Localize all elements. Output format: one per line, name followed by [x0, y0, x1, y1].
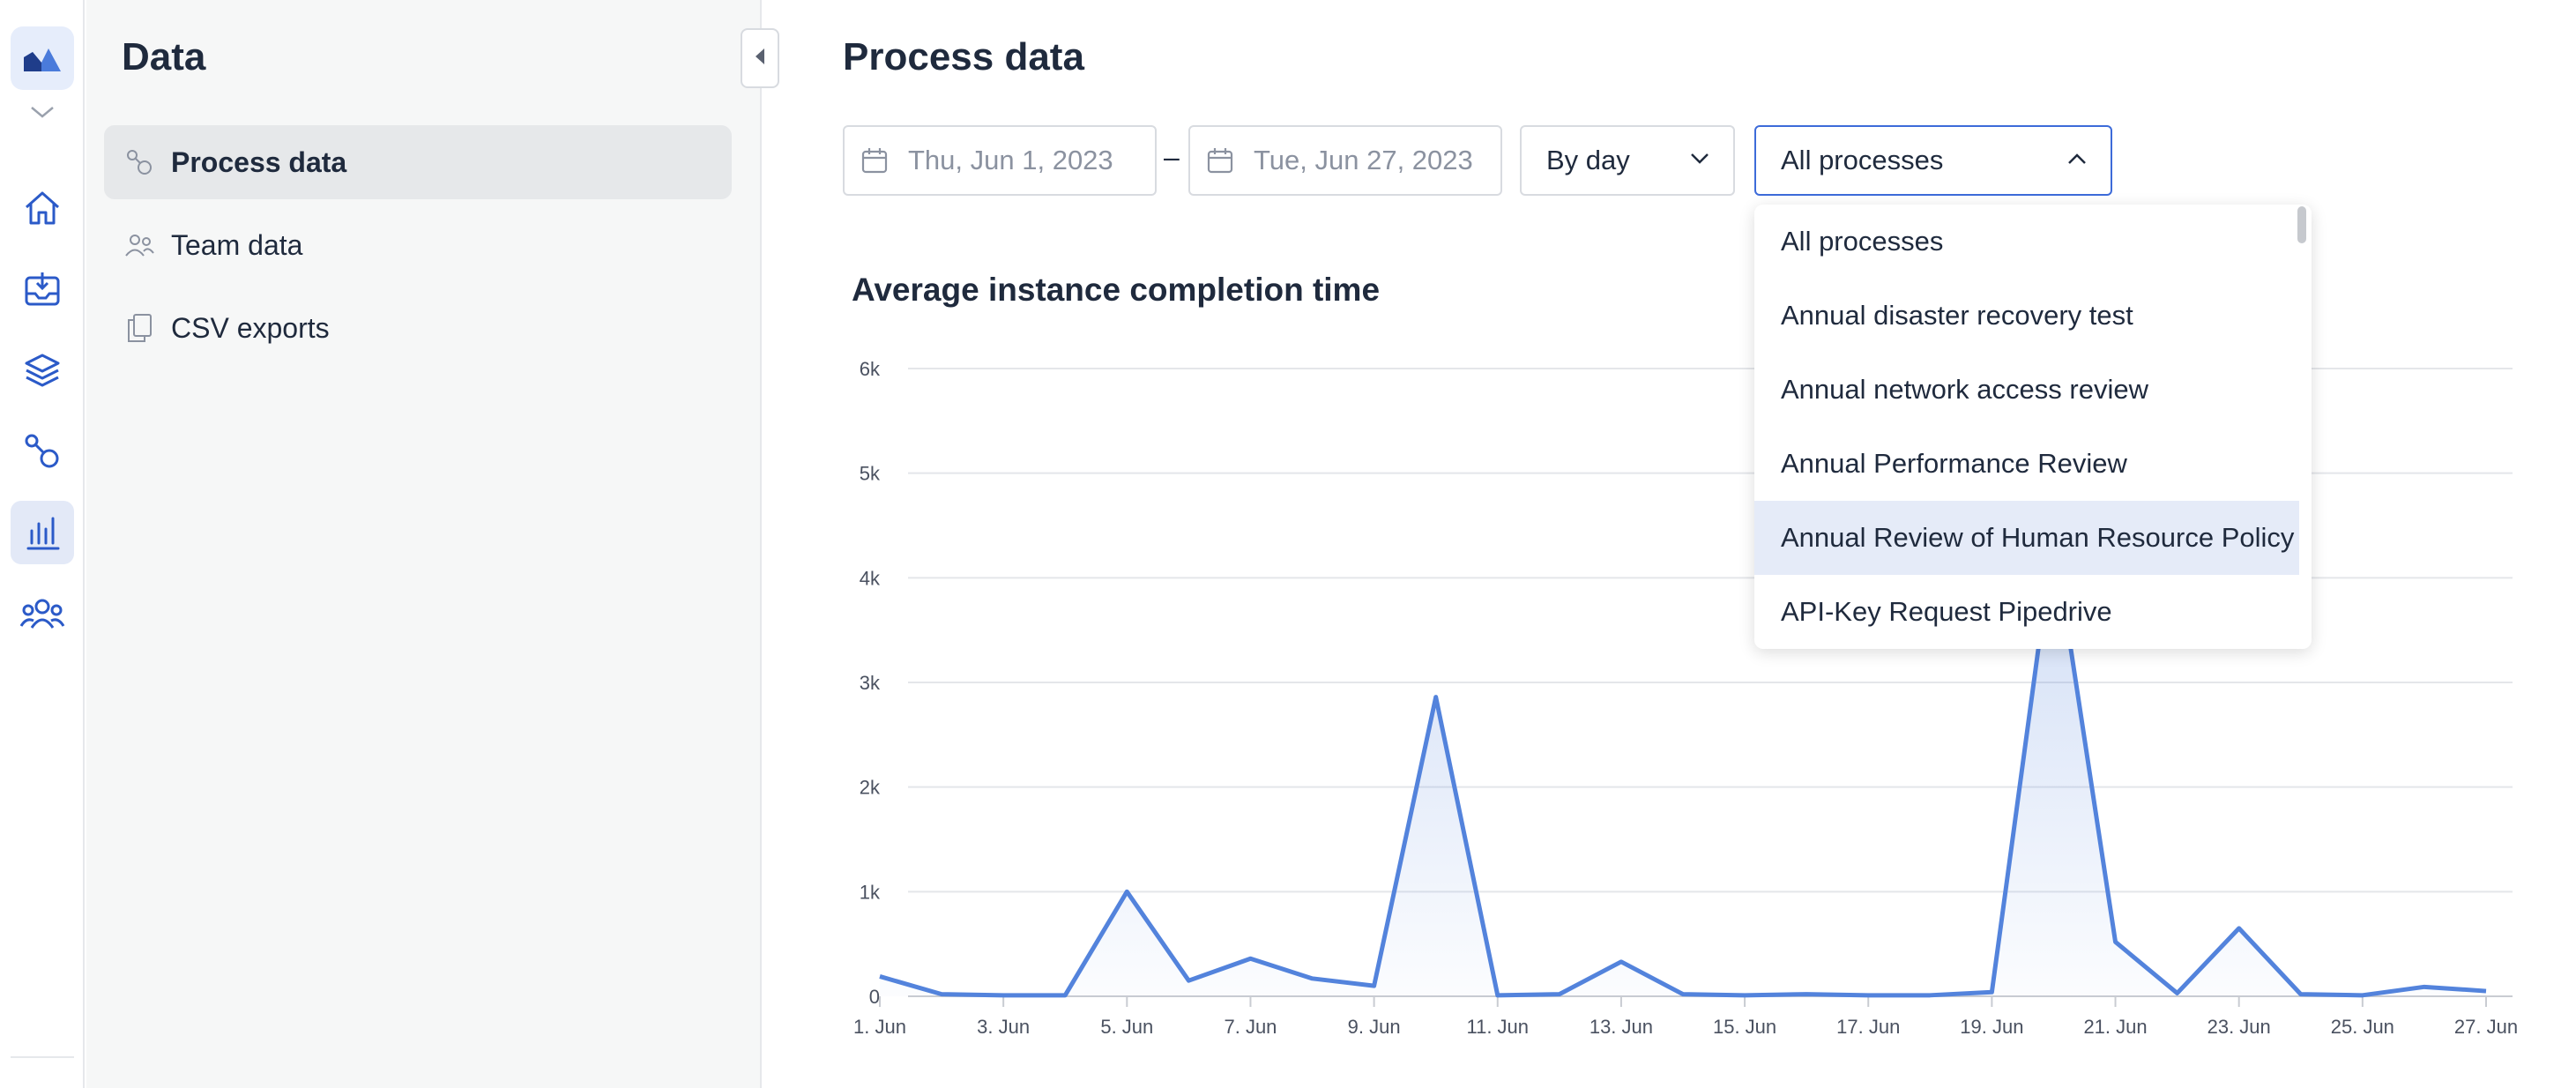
dropdown-option[interactable]: Annual network access review	[1781, 374, 2148, 405]
y-tick-label: 4k	[860, 567, 881, 589]
page-title: Process data	[843, 35, 1084, 78]
y-tick-label: 2k	[860, 777, 881, 799]
x-tick-label: 27. Jun	[2454, 1016, 2518, 1038]
chart-title: Average instance completion time	[852, 272, 1381, 308]
chevron-down-icon[interactable]	[25, 99, 60, 125]
team-icon	[123, 229, 155, 261]
copy-icon	[123, 312, 155, 344]
granularity-select[interactable]: By day	[1520, 125, 1735, 196]
x-tick-label: 5. Jun	[1100, 1016, 1153, 1038]
chevron-down-icon	[1689, 152, 1710, 170]
x-tick-label: 3. Jun	[977, 1016, 1030, 1038]
end-date-placeholder: Tue, Jun 27, 2023	[1254, 145, 1473, 175]
process-filter-value: All processes	[1781, 145, 1944, 175]
collapse-sidebar-button[interactable]	[741, 28, 779, 88]
sidebar-item-csv-exports[interactable]: CSV exports	[104, 291, 732, 365]
process-icon[interactable]	[11, 420, 74, 483]
granularity-value: By day	[1546, 145, 1630, 175]
y-tick-label: 0	[869, 986, 880, 1008]
data-sidebar: Data Process data Team data CSV exports	[86, 0, 762, 1088]
sidebar-item-label: Team data	[171, 228, 303, 261]
rail-divider	[11, 1056, 74, 1058]
x-tick-label: 17. Jun	[1836, 1016, 1900, 1038]
process-dropdown-menu: All processes Annual disaster recovery t…	[1754, 205, 2312, 649]
calendar-icon	[1206, 146, 1234, 175]
inbox-icon[interactable]	[11, 257, 74, 321]
end-date-field[interactable]: Tue, Jun 27, 2023	[1188, 125, 1502, 196]
sidebar-item-label: Process data	[171, 145, 347, 178]
start-date-field[interactable]: Thu, Jun 1, 2023	[843, 125, 1157, 196]
x-tick-label: 21. Jun	[2083, 1016, 2147, 1038]
dropdown-option[interactable]: Annual disaster recovery test	[1781, 300, 2133, 331]
dropdown-option[interactable]: API-Key Request Pipedrive	[1781, 596, 2112, 627]
process-icon	[123, 146, 155, 178]
dropdown-option[interactable]: All processes	[1781, 226, 1944, 257]
x-tick-label: 19. Jun	[1960, 1016, 2023, 1038]
x-tick-label: 13. Jun	[1590, 1016, 1653, 1038]
layers-icon[interactable]	[11, 339, 74, 402]
completion-time-chart: 0 1k 2k 3k 4k 5k 6k 1. Jun 3. Jun 5. Jun 7. Jun 9.…	[853, 358, 2518, 1038]
x-tick-label: 23. Jun	[2207, 1016, 2271, 1038]
y-tick-label: 1k	[860, 881, 881, 903]
chart-series-line	[879, 533, 2487, 998]
caret-left-icon	[754, 47, 766, 71]
x-tick-label: 25. Jun	[2331, 1016, 2394, 1038]
icon-rail	[0, 0, 85, 1088]
calendar-icon	[860, 146, 889, 175]
y-tick-label: 3k	[860, 672, 881, 694]
sidebar-item-team-data[interactable]: Team data	[104, 208, 732, 282]
x-tick-label: 11. Jun	[1466, 1016, 1529, 1038]
analytics-icon[interactable]	[11, 501, 74, 564]
home-icon[interactable]	[11, 176, 74, 240]
chevron-up-icon	[2066, 152, 2088, 170]
x-tick-label: 1. Jun	[853, 1016, 906, 1038]
team-icon[interactable]	[11, 582, 74, 645]
process-filter-select[interactable]: All processes	[1754, 125, 2112, 196]
y-tick-label: 5k	[860, 463, 881, 485]
x-tick-label: 9. Jun	[1348, 1016, 1401, 1038]
dropdown-option[interactable]: Annual Performance Review	[1781, 448, 2127, 479]
app-logo-icon[interactable]	[11, 26, 74, 90]
dropdown-option-highlighted[interactable]: Annual Review of Human Resource Policy	[1754, 501, 2299, 575]
start-date-placeholder: Thu, Jun 1, 2023	[908, 145, 1113, 175]
sidebar-item-label: CSV exports	[171, 311, 330, 344]
dropdown-scrollbar[interactable]	[2297, 206, 2306, 243]
y-tick-label: 6k	[860, 358, 881, 380]
chart-area-fill	[880, 535, 2486, 996]
x-tick-label: 15. Jun	[1713, 1016, 1776, 1038]
x-tick-label: 7. Jun	[1224, 1016, 1277, 1038]
sidebar-item-process-data[interactable]: Process data	[104, 125, 732, 199]
date-range-separator: –	[1164, 141, 1180, 173]
sidebar-title: Data	[122, 35, 206, 78]
